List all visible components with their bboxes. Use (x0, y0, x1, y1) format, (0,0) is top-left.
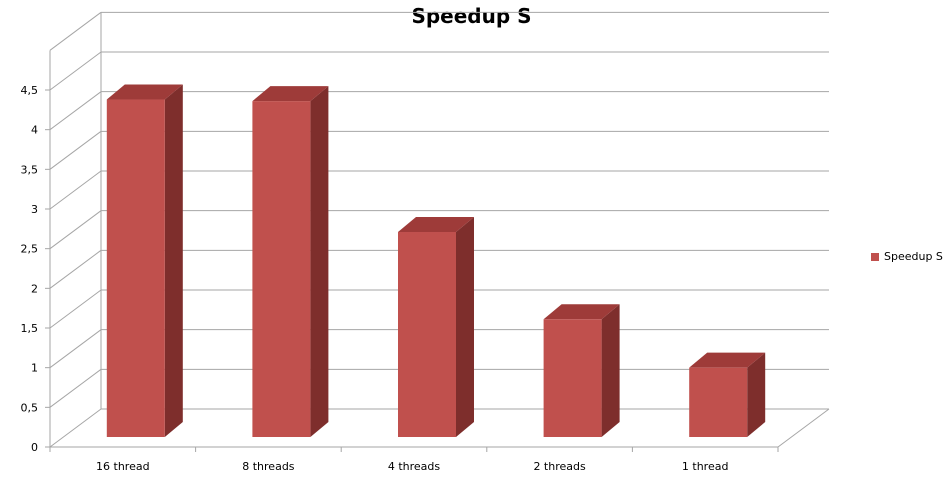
y-tick-label: 3 (31, 203, 38, 216)
y-tick-label: 1 (31, 362, 38, 375)
bar-side (310, 86, 329, 438)
side-wall-line (49, 91, 102, 131)
bar-top (689, 352, 766, 368)
bar (689, 367, 748, 437)
bar-side (601, 304, 620, 437)
y-tick-label: 4,5 (21, 84, 39, 97)
side-wall-line (49, 289, 102, 329)
y-tick-label: 3,5 (21, 163, 39, 176)
legend: Speedup S (871, 250, 943, 263)
side-wall-line (49, 329, 102, 369)
bar-top (252, 86, 329, 102)
y-tick-label: 1,5 (21, 322, 39, 335)
y-tick-label: 4 (31, 124, 38, 137)
bar-top (106, 84, 183, 100)
floor-edge (777, 408, 830, 448)
legend-swatch (871, 252, 879, 261)
side-wall-line (49, 249, 102, 289)
x-tick-label: 4 threads (388, 460, 441, 473)
side-wall-line (49, 368, 102, 408)
bar-side (456, 217, 474, 437)
bar-top (398, 217, 474, 233)
x-tick-label: 1 thread (682, 460, 729, 473)
bar (106, 99, 165, 438)
y-tick-label: 2 (31, 282, 38, 295)
side-wall-line (49, 210, 102, 250)
bar-side (747, 352, 766, 437)
side-wall-line (49, 170, 102, 210)
bar (398, 232, 456, 437)
y-tick-label: 0,5 (21, 401, 39, 414)
x-tick-label: 8 threads (242, 460, 295, 473)
side-wall-line (49, 130, 102, 170)
bar (543, 319, 602, 437)
x-tick-label: 16 thread (96, 460, 150, 473)
side-wall-line (49, 51, 102, 91)
bar-top (543, 304, 620, 320)
side-wall-line (49, 408, 102, 448)
bar-side (164, 84, 183, 438)
legend-label: Speedup S (884, 250, 943, 263)
chart-title: Speedup S (411, 4, 532, 28)
bar (252, 101, 311, 438)
x-tick-label: 2 threads (533, 460, 586, 473)
y-tick-label: 2,5 (21, 243, 39, 256)
y-tick-label: 0 (31, 441, 38, 454)
side-wall-line (49, 11, 102, 51)
